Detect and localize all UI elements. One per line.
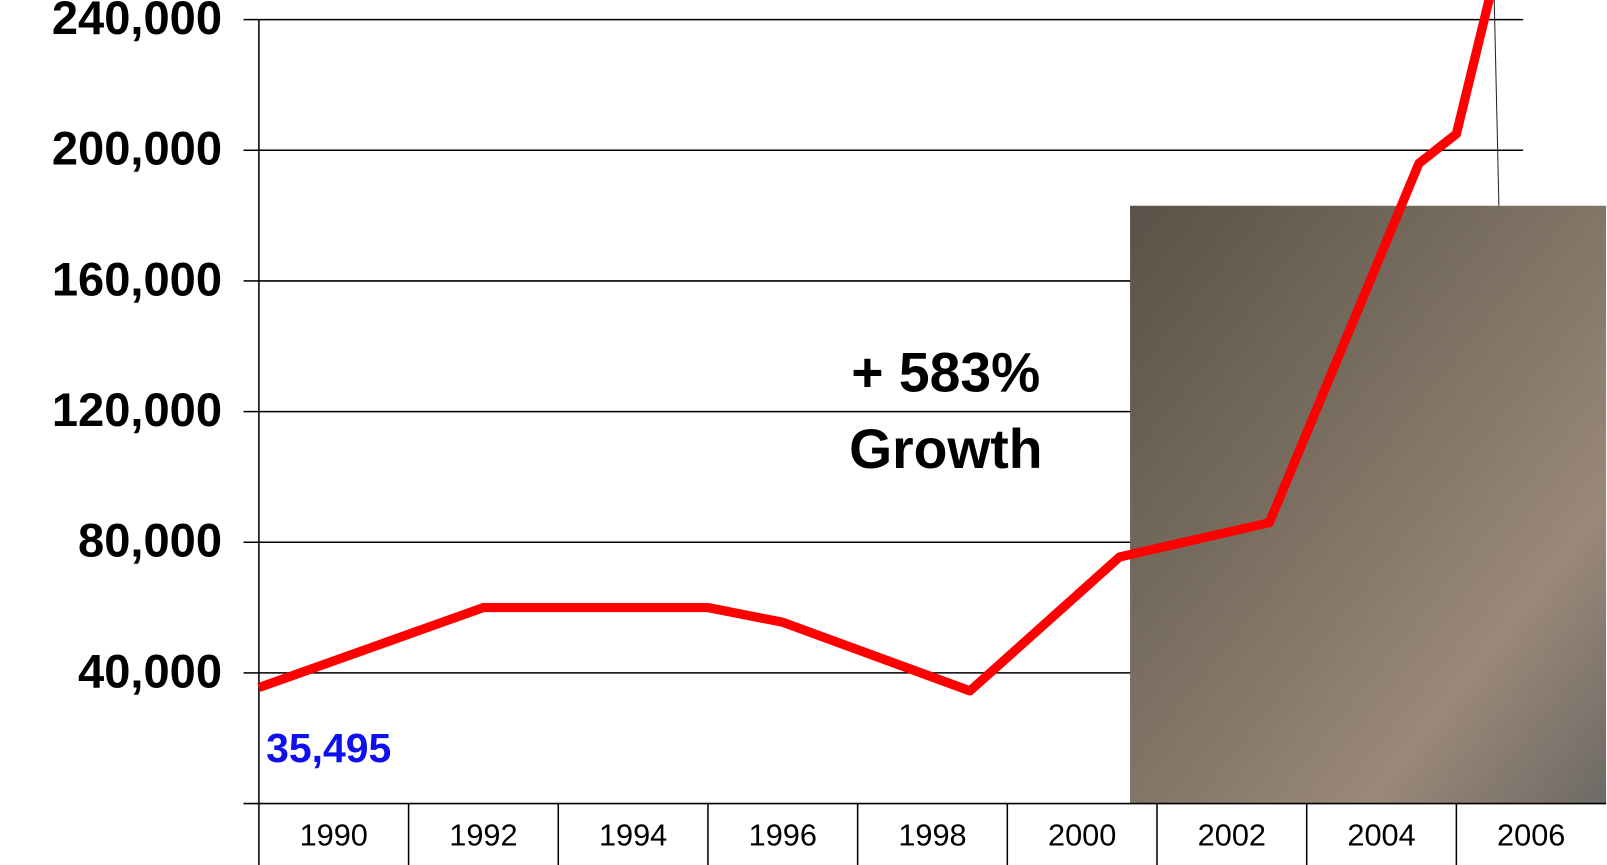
y-tick-label: 120,000 xyxy=(52,383,222,436)
annotation: Growth xyxy=(849,418,1042,480)
x-tick-label: 2000 xyxy=(1048,817,1116,852)
y-tick-label: 240,000 xyxy=(52,0,222,44)
x-tick-label: 2004 xyxy=(1347,817,1415,852)
x-tick-label: 1998 xyxy=(898,817,966,852)
x-tick-label: 1990 xyxy=(300,817,368,852)
y-tick-label: 200,000 xyxy=(52,122,222,175)
x-tick-label: 2006 xyxy=(1497,817,1565,852)
data-label: 35,495 xyxy=(266,725,391,771)
photo xyxy=(1130,205,1607,804)
y-tick-label: 80,000 xyxy=(78,514,222,567)
x-tick-label: 1996 xyxy=(749,817,817,852)
leader-line xyxy=(1493,0,1500,206)
series-line xyxy=(257,0,1494,696)
axes: 40,000 80,000 120,000 160,000 200,000 240,000… xyxy=(52,0,1607,865)
x-tick-label: 1994 xyxy=(599,817,667,852)
y-tick-label: 40,000 xyxy=(78,644,222,697)
x-tick-label: 1992 xyxy=(449,817,517,852)
plot xyxy=(257,0,1500,696)
y-tick-label: 160,000 xyxy=(52,252,222,305)
annotation: + 583% xyxy=(851,341,1040,403)
x-tick-label: 2002 xyxy=(1198,817,1266,852)
